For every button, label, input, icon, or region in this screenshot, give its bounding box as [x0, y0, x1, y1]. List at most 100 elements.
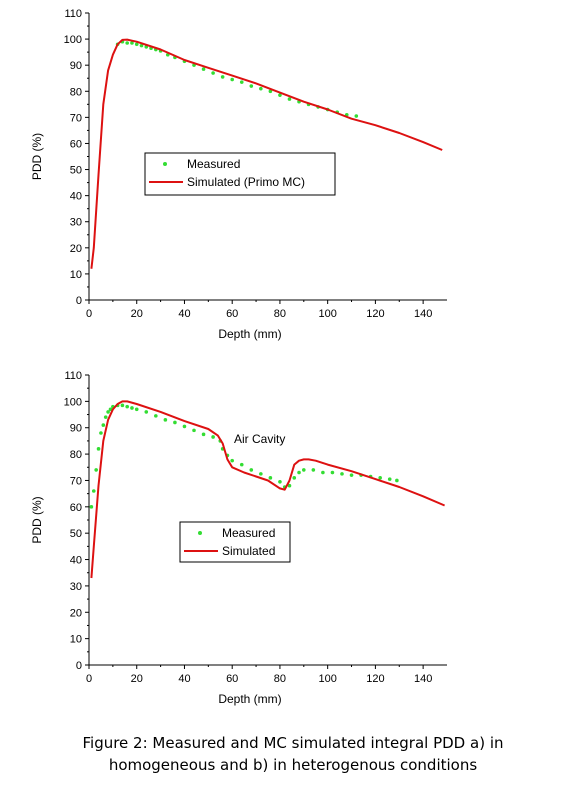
measured-point	[302, 468, 306, 472]
measured-point	[89, 505, 94, 509]
measured-point	[211, 71, 215, 75]
x-tick-label: 120	[366, 308, 384, 320]
chart-1: 0 10 20 30 40 50 60 70 80 90 100 110 0 20 40 60 80 100 120…	[30, 8, 447, 341]
measured-point	[354, 114, 359, 118]
y-tick-label: 60	[70, 138, 82, 150]
x-tick-label: 80	[274, 673, 286, 685]
y-tick-label: 50	[70, 528, 82, 540]
measured-point	[278, 93, 282, 97]
measured-point	[292, 476, 297, 480]
measured-point	[125, 41, 129, 45]
measured-point	[259, 86, 263, 91]
y-tick-label: 70	[70, 475, 82, 487]
x-tick-label: 60	[226, 673, 238, 685]
measured-point	[163, 418, 168, 422]
measured-point	[108, 407, 113, 412]
y-tick-label: 0	[76, 660, 82, 672]
measured-point	[278, 479, 282, 484]
series-measured-points	[115, 39, 359, 118]
measured-point	[182, 424, 187, 429]
x-tick-label: 0	[86, 673, 92, 685]
x-tick-label: 40	[178, 673, 190, 685]
y-tick-label: 30	[70, 217, 82, 229]
y-tick-label: 90	[70, 423, 82, 435]
measured-point	[349, 473, 354, 477]
y-tick-label: 100	[64, 34, 82, 46]
legend-measured-label: Measured	[187, 157, 240, 171]
y-tick-label: 40	[70, 555, 82, 567]
measured-point	[154, 414, 158, 418]
measured-point	[103, 415, 108, 419]
legend-simulated-label: Simulated (Primo MC)	[187, 175, 305, 189]
measured-point	[395, 478, 399, 483]
measured-point	[259, 472, 263, 476]
y-tick-label: 0	[76, 295, 82, 307]
measured-point	[321, 470, 325, 475]
legend-measured-marker	[198, 531, 202, 535]
figure-caption: Figure 2: Measured and MC simulated inte…	[0, 732, 586, 776]
measured-point	[287, 483, 292, 488]
legend-simulated-label: Simulated	[222, 544, 275, 558]
y-axis-title: PDD (%)	[30, 133, 44, 180]
measured-point	[287, 97, 292, 101]
series-simulated-line	[90, 38, 443, 269]
y-tick-label: 10	[70, 634, 82, 646]
caption-line-2: homogeneous and b) in heterogenous condi…	[108, 756, 478, 774]
measured-point	[249, 468, 254, 472]
y-tick-label: 10	[70, 269, 82, 281]
measured-point	[268, 89, 273, 94]
x-axis-title: Depth (mm)	[218, 327, 281, 341]
y-tick-label: 80	[70, 86, 82, 98]
x-tick-label: 140	[414, 308, 432, 320]
measured-point	[134, 42, 139, 47]
x-tick-label: 40	[178, 308, 190, 320]
series-measured-points	[89, 403, 399, 509]
measured-point	[125, 404, 129, 409]
measured-point	[130, 41, 134, 45]
measured-point	[130, 406, 134, 410]
measured-point	[101, 423, 106, 427]
measured-point	[230, 77, 234, 82]
x-tick-label: 100	[318, 673, 336, 685]
measured-point	[249, 84, 254, 88]
measured-point	[91, 489, 96, 493]
y-tick-label: 40	[70, 191, 82, 203]
measured-point	[144, 410, 149, 414]
measured-point	[340, 472, 344, 476]
measured-point	[96, 447, 101, 451]
measured-point	[173, 420, 177, 425]
measured-point	[268, 476, 273, 480]
x-tick-label: 60	[226, 308, 238, 320]
measured-point	[330, 470, 335, 475]
measured-point	[192, 428, 196, 433]
caption-line-1: Figure 2: Measured and MC simulated inte…	[82, 734, 504, 752]
x-axis-title: Depth (mm)	[218, 692, 281, 706]
measured-point	[201, 432, 206, 437]
x-tick-label: 0	[86, 308, 92, 320]
x-tick-label: 20	[131, 673, 143, 685]
legend: Measured Simulated (Primo MC)	[144, 152, 336, 196]
y-axis-title: PDD (%)	[30, 496, 44, 543]
measured-point	[94, 468, 98, 472]
y-tick-label: 80	[70, 449, 82, 461]
measured-point	[239, 80, 244, 84]
chart-2: 0 10 20 30 40 50 60 70 80 90 100 110 0 20 40 60 80 100 120…	[30, 370, 447, 706]
x-tick-label: 120	[366, 673, 384, 685]
y-tick-label: 60	[70, 502, 82, 514]
legend-box	[144, 152, 336, 196]
y-tick-label: 50	[70, 165, 82, 177]
measured-point	[201, 67, 206, 71]
measured-point	[120, 403, 125, 408]
measured-point	[106, 410, 110, 414]
legend-box	[179, 521, 291, 563]
measured-point	[239, 462, 244, 467]
measured-point	[134, 407, 139, 412]
x-tick-label: 140	[414, 673, 432, 685]
measured-point	[387, 477, 392, 481]
x-tick-label: 100	[318, 308, 336, 320]
measured-point	[230, 458, 234, 463]
y-tick-label: 90	[70, 60, 82, 72]
measured-point	[139, 43, 144, 48]
measured-point	[311, 468, 316, 472]
